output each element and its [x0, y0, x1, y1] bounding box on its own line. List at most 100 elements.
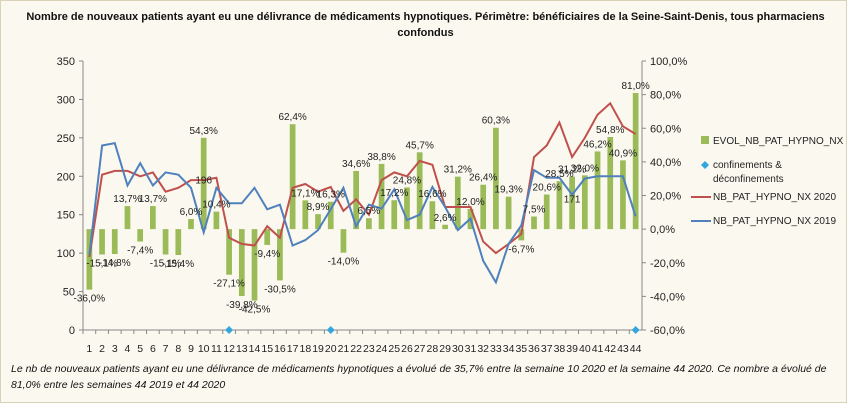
x-tick-label: 14 — [249, 343, 261, 355]
x-tick-label: 32 — [477, 343, 489, 355]
x-tick-label: 17 — [287, 343, 299, 355]
bar-evol — [175, 229, 182, 256]
x-tick-label: 19 — [312, 343, 324, 355]
line-nb_pat_hypno_nx-2020 — [88, 101, 637, 258]
data-label: -15,1% — [86, 259, 118, 270]
data-label: 34,6% — [342, 159, 370, 170]
bar-evol — [289, 124, 296, 230]
data-label: 62,4% — [278, 112, 306, 123]
x-tick-label: 36 — [528, 343, 540, 355]
chart-title: Nombre de nouveaux patients ayant eu une… — [26, 11, 825, 39]
data-label: 24,8% — [393, 175, 421, 186]
bar-evol — [213, 211, 220, 230]
data-label: 7,5% — [523, 205, 546, 216]
y-right-tick-label: 0,0% — [650, 224, 675, 236]
data-label: 31,2% — [444, 165, 472, 176]
data-label: 6,5% — [357, 206, 380, 217]
x-tick-label: 34 — [503, 343, 515, 355]
bar-evol — [505, 196, 512, 230]
bar-evol — [556, 181, 563, 230]
x-tick-label: 20 — [325, 343, 337, 355]
bar-evol — [620, 160, 626, 230]
line-nb_pat_hypno_nx-2019 — [88, 142, 637, 285]
bar-evol — [480, 184, 487, 230]
x-tick-label: 18 — [299, 343, 311, 355]
data-label: 46,2% — [583, 139, 611, 150]
y-right-tick-label: 20,0% — [650, 191, 681, 203]
data-label: 32,0% — [571, 163, 599, 174]
data-label: 31,2% — [558, 165, 586, 176]
y-right-tick-label: -60,0% — [650, 325, 685, 337]
x-tick-label: 6 — [150, 343, 156, 355]
bar-evol — [124, 206, 131, 230]
y-left-tick-label: 100 — [57, 248, 75, 260]
data-label: 45,7% — [405, 140, 433, 151]
bar-evol — [302, 200, 309, 230]
bar-evol — [569, 176, 575, 230]
y-left-tick-label: 300 — [57, 94, 75, 106]
bar-evol — [531, 216, 537, 230]
x-tick-label: 1 — [86, 343, 92, 355]
y-right-tick-label: 80,0% — [650, 90, 681, 102]
marker-confinement — [225, 326, 234, 334]
bar-evol — [607, 136, 614, 230]
legend-swatch-marker — [701, 161, 709, 169]
x-tick-label: 2 — [99, 343, 105, 355]
x-tick-label: 21 — [338, 343, 350, 355]
bar-evol — [226, 229, 232, 275]
bar-evol — [632, 92, 639, 230]
bar-evol — [238, 229, 245, 297]
extra-label: 196 — [195, 175, 212, 186]
data-label: 20,6% — [533, 182, 561, 193]
data-label: 19,3% — [494, 185, 522, 196]
legend-label: NB_PAT_HYPNO_NX 2020 — [713, 192, 836, 203]
legend-swatch-bar — [701, 136, 709, 144]
data-label: 10,4% — [202, 200, 230, 211]
data-label: 54,8% — [596, 125, 624, 136]
x-tick-label: 39 — [566, 343, 578, 355]
data-label: -15,4% — [162, 259, 194, 270]
x-tick-label: 16 — [274, 343, 286, 355]
bar-evol — [365, 218, 372, 230]
bar-evol — [378, 163, 385, 230]
y-left-tick-label: 200 — [57, 171, 75, 183]
x-tick-label: 38 — [554, 343, 566, 355]
marker-confinement — [631, 326, 640, 334]
bar-evol — [416, 152, 423, 230]
data-label: 6,0% — [180, 207, 203, 218]
x-tick-label: 44 — [630, 343, 642, 355]
x-tick-label: 4 — [125, 343, 131, 355]
data-label: 54,3% — [190, 126, 218, 137]
data-label: -39,8% — [226, 300, 258, 311]
bar-evol — [340, 229, 347, 253]
x-tick-label: 27 — [414, 343, 426, 355]
data-label: -6,7% — [508, 244, 534, 255]
extra-label: 171 — [564, 195, 581, 206]
legend-label: confinements & — [713, 160, 782, 171]
data-label: 13,7% — [113, 194, 141, 205]
y-right-tick-label: -40,0% — [650, 291, 685, 303]
y-left-tick-label: 350 — [57, 56, 75, 68]
x-tick-label: 31 — [465, 343, 477, 355]
x-tick-label: 15 — [261, 343, 273, 355]
data-label: -36,0% — [74, 294, 106, 305]
bar-evol — [404, 187, 410, 230]
data-label: -30,5% — [264, 284, 296, 295]
data-label: 16,3% — [317, 190, 345, 201]
bar-evol — [264, 229, 271, 245]
x-tick-label: 3 — [112, 343, 118, 355]
bar-evol — [200, 137, 207, 230]
y-left-tick-label: 0 — [69, 325, 75, 337]
bar-evol — [429, 201, 436, 230]
x-tick-label: 29 — [439, 343, 451, 355]
x-tick-label: 25 — [388, 343, 400, 355]
data-label: 16,6% — [418, 189, 446, 200]
data-label: -14,8% — [99, 258, 131, 269]
bar-evol — [111, 229, 118, 255]
bar-evol — [581, 175, 588, 230]
x-tick-label: 28 — [427, 343, 439, 355]
y-right-tick-label: 60,0% — [650, 123, 681, 135]
data-label: 28,5% — [545, 169, 573, 180]
bar-evol — [277, 229, 283, 281]
x-tick-label: 10 — [198, 343, 210, 355]
